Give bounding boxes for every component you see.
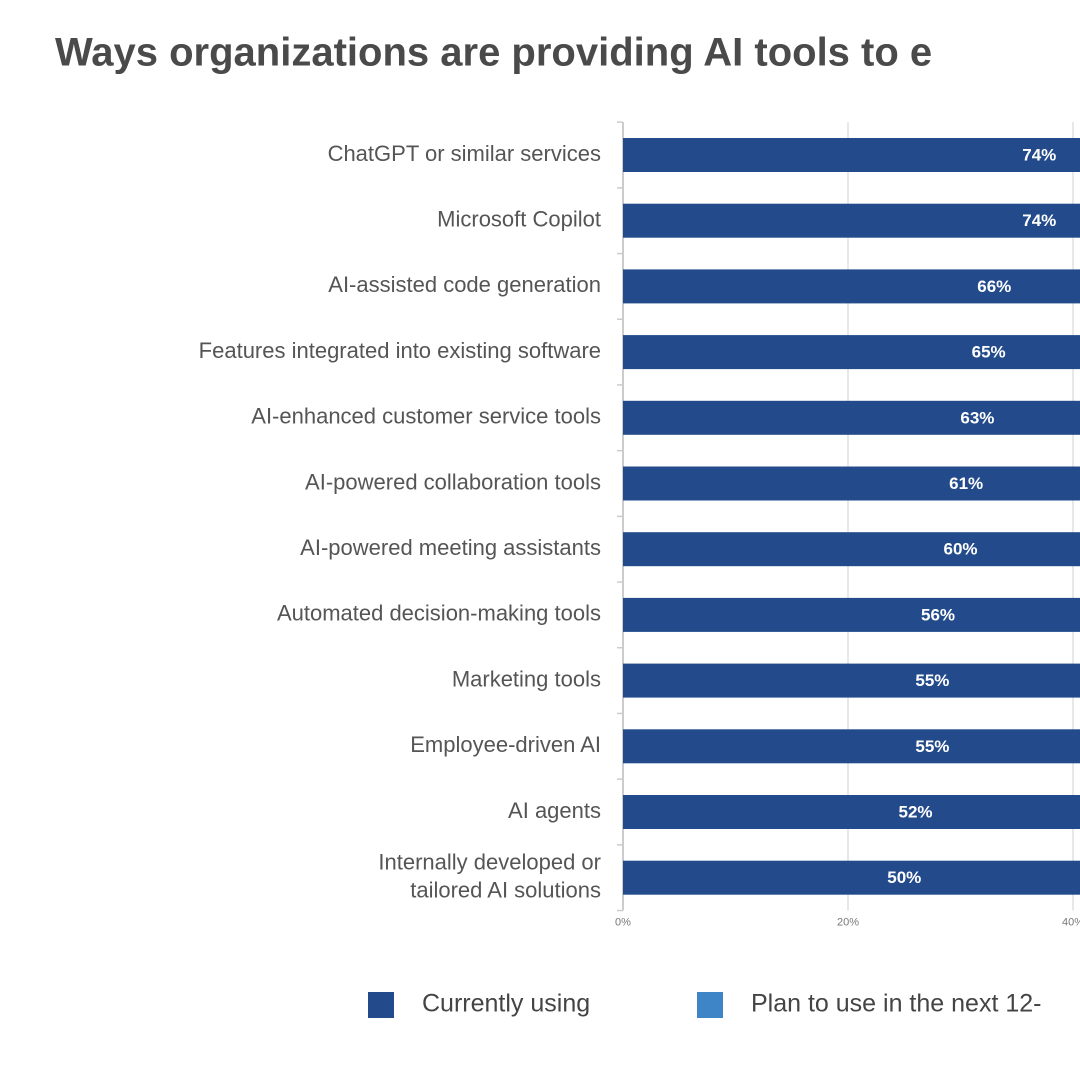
y-tick-label: AI agents bbox=[508, 798, 601, 823]
bar bbox=[623, 597, 1080, 632]
bar bbox=[623, 729, 1080, 764]
value-label: 50% bbox=[887, 868, 921, 887]
legend-swatch bbox=[368, 992, 394, 1018]
bar bbox=[623, 269, 1080, 304]
y-tick-label: AI-assisted code generation bbox=[328, 272, 601, 297]
bar bbox=[623, 860, 1080, 895]
bar bbox=[623, 335, 1080, 370]
legend-swatch bbox=[697, 992, 723, 1018]
bar bbox=[623, 532, 1080, 567]
value-label: 56% bbox=[921, 605, 955, 624]
bar bbox=[623, 138, 1080, 172]
legend-label: Plan to use in the next 12- bbox=[751, 990, 1041, 1018]
x-tick-label: 40% bbox=[1062, 916, 1080, 928]
value-label: 74% bbox=[1022, 145, 1056, 164]
bar bbox=[623, 466, 1080, 501]
y-tick-label: Automated decision-making tools bbox=[277, 601, 601, 626]
value-label: 66% bbox=[977, 277, 1011, 296]
value-label: 60% bbox=[943, 540, 977, 559]
bar bbox=[623, 400, 1080, 435]
chart-title: Ways organizations are providing AI tool… bbox=[55, 31, 932, 75]
value-label: 55% bbox=[915, 737, 949, 756]
value-label: 74% bbox=[1022, 211, 1056, 230]
y-tick-label: AI-powered meeting assistants bbox=[300, 535, 601, 560]
y-tick-label: AI-enhanced customer service tools bbox=[251, 404, 601, 429]
value-label: 65% bbox=[972, 343, 1006, 362]
y-tick-label: Features integrated into existing softwa… bbox=[199, 338, 601, 363]
y-tick-label: Marketing tools bbox=[452, 666, 601, 691]
y-tick-label: Internally developed or tailored AI solut… bbox=[378, 850, 601, 903]
x-tick-label: 20% bbox=[837, 916, 859, 928]
value-label: 63% bbox=[960, 408, 994, 427]
legend-label: Currently using bbox=[422, 990, 590, 1018]
x-tick-label: 0% bbox=[615, 916, 631, 928]
y-tick-label: ChatGPT or similar services bbox=[328, 141, 601, 166]
bar bbox=[623, 663, 1080, 698]
value-label: 52% bbox=[898, 802, 932, 821]
y-tick-label: Microsoft Copilot bbox=[437, 207, 601, 232]
y-tick-label: AI-powered collaboration tools bbox=[305, 469, 601, 494]
value-label: 61% bbox=[949, 474, 983, 493]
bar bbox=[623, 795, 1080, 829]
value-label: 55% bbox=[915, 671, 949, 690]
y-tick-label: Employee-driven AI bbox=[410, 732, 601, 757]
bar bbox=[623, 203, 1080, 238]
